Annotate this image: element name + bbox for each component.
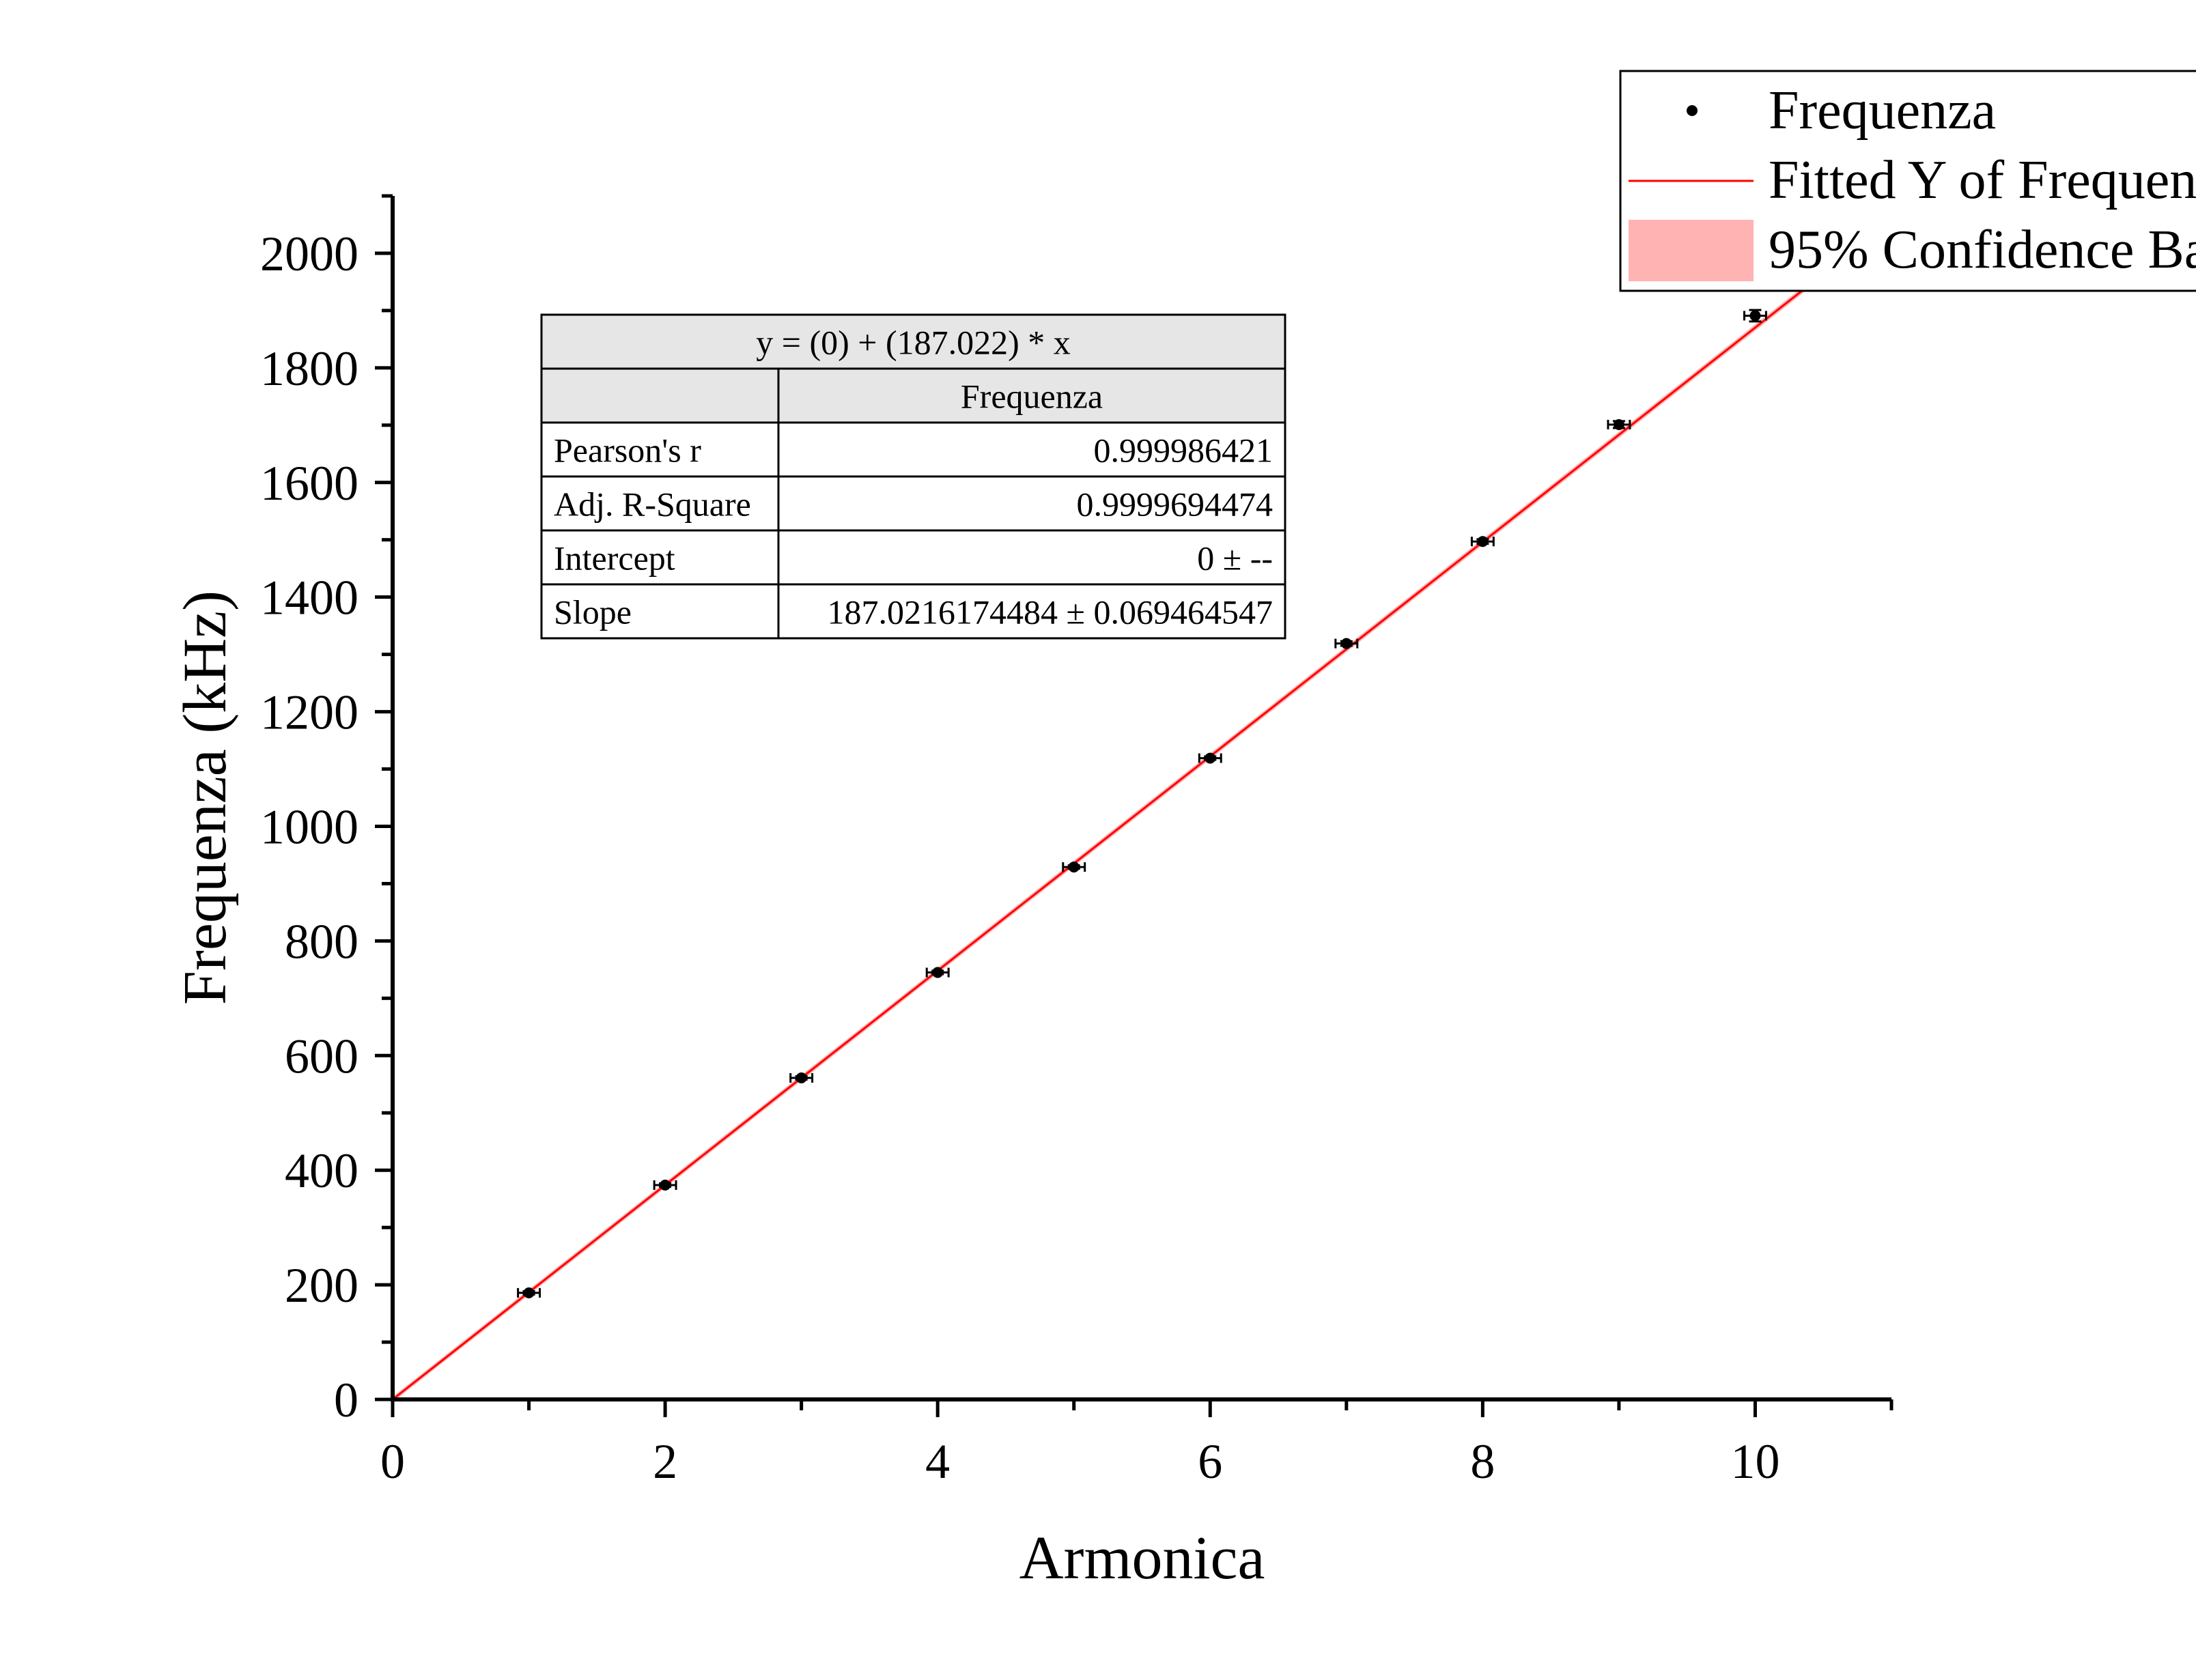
data-point-group [653,1180,677,1191]
axes: 0 2 4 6 8 10 0 200 400 600 800 1000 1200 1400 1600 1800… [260,194,1894,1489]
y-tick-label: 2000 [260,227,358,281]
x-tick-label: 2 [653,1434,677,1489]
x-tick-label: 8 [1470,1434,1495,1489]
data-point [1205,752,1216,764]
plot-area [393,217,1891,1399]
x-tick-label: 0 [380,1434,405,1489]
data-point [1068,862,1080,873]
y-tick-label: 600 [285,1029,358,1083]
y-tick-label: 800 [285,914,358,969]
table-row-value: 187.0216174484 ± 0.069464547 [828,593,1273,631]
data-point-group [1470,536,1495,547]
legend-label: Fitted Y of Frequenza [1769,150,2196,210]
x-tick-label: 10 [1730,1434,1779,1489]
table-row-label: Slope [554,593,632,631]
y-tick-label: 1800 [260,341,358,396]
table-equation: y = (0) + (187.022) * x [756,324,1071,362]
x-tick-label: 4 [925,1434,950,1489]
data-point-group [1062,862,1086,873]
legend-marker-band [1629,220,1754,281]
data-point [523,1287,535,1298]
data-point [1477,536,1489,547]
y-tick-label: 1400 [260,571,358,625]
table-row-label: Pearson's r [554,431,701,470]
data-point [1749,310,1761,322]
y-tick-label: 0 [334,1373,358,1427]
fit-line-layer [393,219,1891,1399]
legend-label: 95% Confidence Band [1769,220,2196,280]
data-point-group [1198,752,1222,764]
data-point-group [1334,638,1359,649]
y-tick-label: 400 [285,1143,358,1198]
fit-statistics-table: y = (0) + (187.022) * x Frequenza Pearson'… [540,313,1286,640]
y-tick-label: 1200 [260,685,358,740]
fit-line [393,219,1891,1399]
x-axis-title: Armonica [1019,1524,1265,1592]
data-point [1340,638,1352,649]
data-point [932,967,944,978]
data-point-group [1607,418,1631,430]
table-row-value: 0 ± -- [1197,539,1273,578]
y-tick-label: 1600 [260,456,358,511]
data-point [796,1072,807,1084]
legend-marker-point [1687,105,1698,116]
table-row-label: Adj. R-Square [554,485,751,524]
legend: Frequenza Fitted Y of Frequenza 95% Confid… [1619,70,2196,292]
data-point-group [1743,309,1767,323]
data-point-group [925,967,950,978]
y-axis-title: Frequenza (kHz) [171,590,239,1005]
table-row-label: Intercept [554,539,675,578]
y-tick-label: 1000 [260,799,358,854]
data-points-layer [517,309,1767,1298]
data-point-group [789,1072,814,1084]
data-point [660,1180,671,1191]
table-row-value: 0.9999694474 [1077,485,1273,524]
data-point [1613,418,1624,430]
table-column-header: Frequenza [961,378,1103,416]
x-tick-label: 6 [1198,1434,1222,1489]
table-row-value: 0.999986421 [1094,431,1273,470]
legend-label: Frequenza [1769,81,1996,141]
data-point-group [517,1287,541,1298]
y-tick-label: 200 [285,1258,358,1313]
